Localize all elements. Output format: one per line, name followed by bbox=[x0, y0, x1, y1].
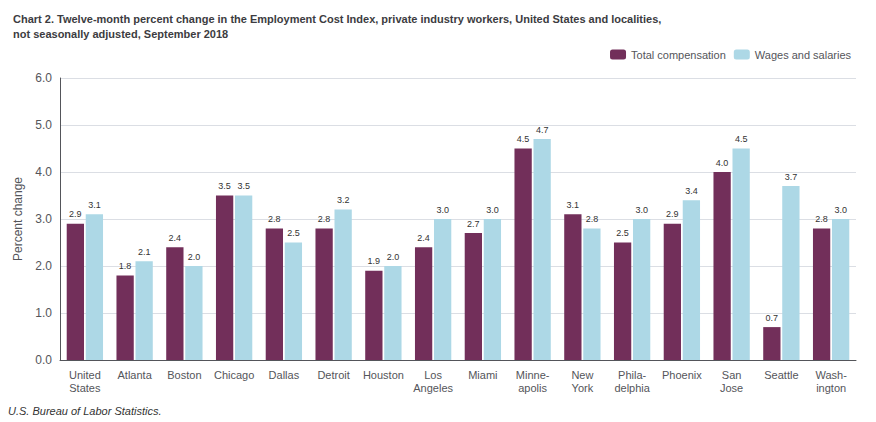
svg-text:Minne-: Minne- bbox=[516, 369, 550, 381]
svg-text:3.5: 3.5 bbox=[237, 181, 250, 191]
svg-text:Seattle: Seattle bbox=[764, 369, 798, 381]
svg-text:2.8: 2.8 bbox=[318, 214, 331, 224]
svg-text:San: San bbox=[722, 369, 742, 381]
svg-text:2.5: 2.5 bbox=[616, 228, 629, 238]
svg-text:ington: ington bbox=[816, 382, 846, 394]
svg-text:3.0: 3.0 bbox=[436, 205, 449, 215]
svg-text:4.7: 4.7 bbox=[536, 125, 549, 135]
svg-text:Atlanta: Atlanta bbox=[118, 369, 153, 381]
svg-text:delphia: delphia bbox=[614, 382, 650, 394]
svg-text:1.8: 1.8 bbox=[119, 261, 132, 271]
svg-text:not seasonally adjusted, Septe: not seasonally adjusted, September 2018 bbox=[13, 28, 228, 40]
svg-text:apolis: apolis bbox=[518, 382, 547, 394]
svg-text:2.1: 2.1 bbox=[138, 247, 151, 257]
svg-text:Detroit: Detroit bbox=[317, 369, 349, 381]
svg-text:4.0: 4.0 bbox=[35, 165, 52, 179]
svg-text:2.7: 2.7 bbox=[467, 219, 480, 229]
svg-text:3.5: 3.5 bbox=[218, 181, 231, 191]
svg-text:Percent change: Percent change bbox=[11, 177, 25, 261]
svg-text:2.8: 2.8 bbox=[586, 214, 599, 224]
svg-text:6.0: 6.0 bbox=[35, 71, 52, 85]
svg-text:3.1: 3.1 bbox=[567, 200, 580, 210]
svg-text:Total compensation: Total compensation bbox=[631, 49, 726, 61]
svg-text:Phoenix: Phoenix bbox=[662, 369, 702, 381]
svg-text:3.0: 3.0 bbox=[486, 205, 499, 215]
svg-text:Phila-: Phila- bbox=[618, 369, 646, 381]
svg-text:3.0: 3.0 bbox=[635, 205, 648, 215]
svg-text:2.0: 2.0 bbox=[35, 259, 52, 273]
svg-text:Chart 2. Twelve-month percent: Chart 2. Twelve-month percent change in … bbox=[13, 13, 661, 25]
svg-text:2.5: 2.5 bbox=[287, 228, 300, 238]
svg-text:1.9: 1.9 bbox=[368, 256, 381, 266]
svg-text:Houston: Houston bbox=[363, 369, 404, 381]
svg-text:Chicago: Chicago bbox=[214, 369, 254, 381]
svg-text:Boston: Boston bbox=[167, 369, 201, 381]
svg-text:2.0: 2.0 bbox=[188, 252, 201, 262]
svg-text:Miami: Miami bbox=[468, 369, 497, 381]
svg-text:2.0: 2.0 bbox=[387, 252, 400, 262]
svg-text:4.5: 4.5 bbox=[517, 134, 530, 144]
svg-text:2.9: 2.9 bbox=[69, 209, 82, 219]
svg-text:0.0: 0.0 bbox=[35, 353, 52, 367]
svg-text:3.4: 3.4 bbox=[685, 186, 698, 196]
svg-text:Wash-: Wash- bbox=[815, 369, 847, 381]
svg-text:2.8: 2.8 bbox=[815, 214, 828, 224]
svg-text:United: United bbox=[69, 369, 101, 381]
svg-text:3.1: 3.1 bbox=[88, 200, 101, 210]
svg-text:2.8: 2.8 bbox=[268, 214, 281, 224]
svg-text:Los: Los bbox=[424, 369, 442, 381]
svg-text:Angeles: Angeles bbox=[413, 382, 453, 394]
svg-text:Jose: Jose bbox=[720, 382, 743, 394]
svg-text:New: New bbox=[571, 369, 593, 381]
svg-text:States: States bbox=[69, 382, 101, 394]
svg-text:2.4: 2.4 bbox=[417, 233, 430, 243]
svg-text:York: York bbox=[572, 382, 594, 394]
svg-text:3.0: 3.0 bbox=[834, 205, 847, 215]
svg-text:2.4: 2.4 bbox=[169, 233, 182, 243]
svg-text:3.2: 3.2 bbox=[337, 195, 350, 205]
svg-text:0.7: 0.7 bbox=[766, 313, 779, 323]
svg-text:Dallas: Dallas bbox=[269, 369, 300, 381]
svg-text:2.9: 2.9 bbox=[666, 209, 679, 219]
svg-text:Wages and salaries: Wages and salaries bbox=[755, 49, 852, 61]
svg-text:5.0: 5.0 bbox=[35, 118, 52, 132]
svg-text:1.0: 1.0 bbox=[35, 306, 52, 320]
svg-text:4.5: 4.5 bbox=[735, 134, 748, 144]
svg-text:3.0: 3.0 bbox=[35, 212, 52, 226]
svg-text:4.0: 4.0 bbox=[716, 158, 729, 168]
svg-text:3.7: 3.7 bbox=[785, 172, 798, 182]
svg-text:U.S. Bureau of Labor Statistic: U.S. Bureau of Labor Statistics. bbox=[8, 405, 161, 417]
